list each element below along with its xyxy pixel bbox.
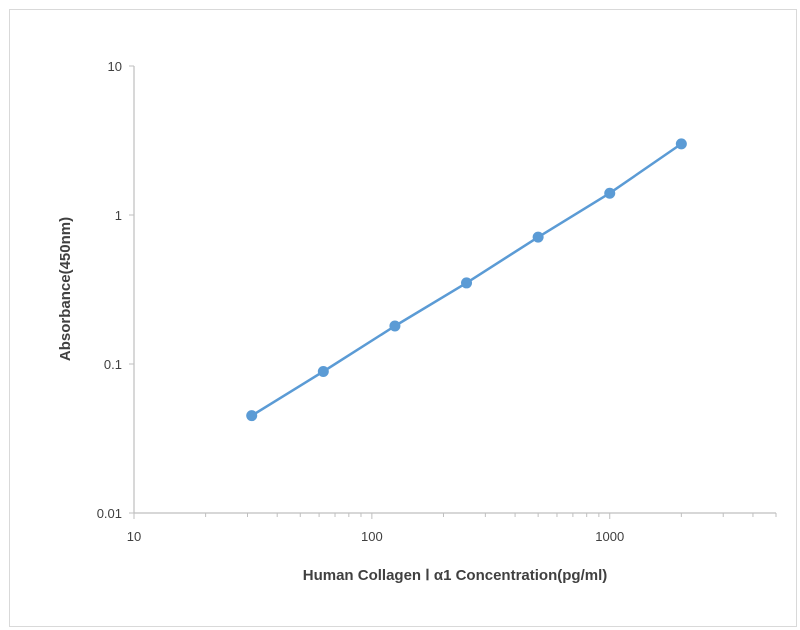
y-tick-label: 10: [108, 59, 122, 74]
x-tick-label: 10: [127, 529, 141, 544]
series-layer: [246, 138, 687, 421]
data-point: [318, 366, 329, 377]
data-point: [461, 277, 472, 288]
data-point: [676, 138, 687, 149]
tick-labels: 10 100 1000 0.01 0.1 1 10: [97, 59, 625, 544]
x-tick-label: 1000: [595, 529, 624, 544]
data-point: [389, 320, 400, 331]
data-point: [604, 188, 615, 199]
data-point: [533, 232, 544, 243]
data-point: [246, 410, 257, 421]
x-tick-label: 100: [361, 529, 383, 544]
x-axis-title: Human Collagen Ⅰ α1 Concentration(pg/ml): [303, 567, 608, 584]
y-tick-label: 0.1: [104, 357, 122, 372]
y-axis-title: Absorbance(450nm): [57, 217, 74, 361]
y-tick-label: 1: [115, 208, 122, 223]
y-tick-label: 0.01: [97, 506, 122, 521]
